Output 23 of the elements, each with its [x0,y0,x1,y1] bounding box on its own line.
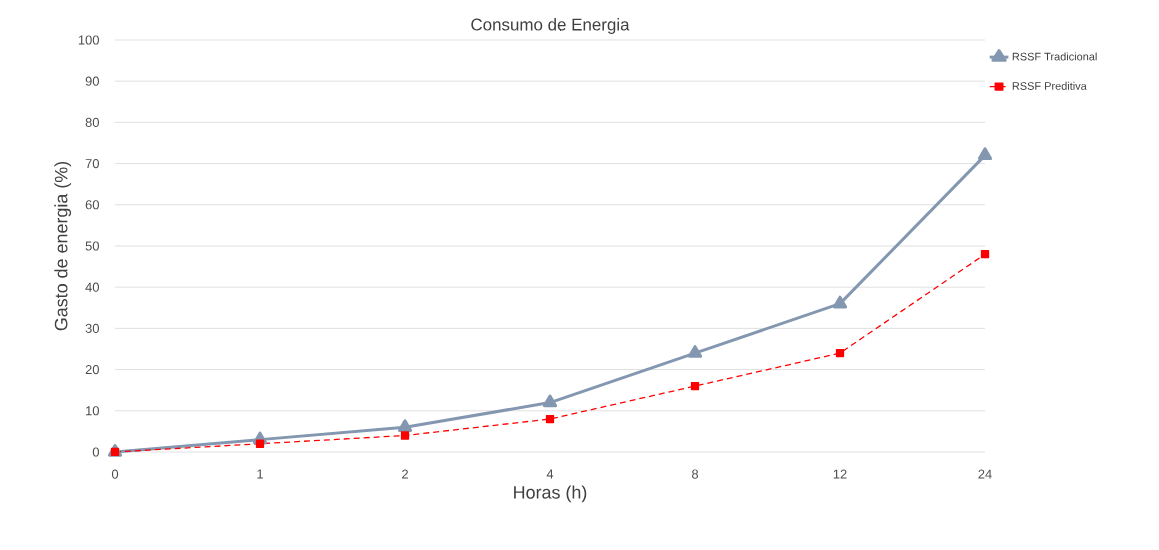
y-tick-label: 100 [78,35,99,45]
x-tick-label: 0 [111,469,119,479]
legend-label: RSSF Tradicional [1012,52,1097,61]
legend-label: RSSF Preditiva [1012,81,1087,90]
y-tick-label: 10 [86,406,99,416]
y-tick-label: 80 [85,117,99,127]
y-tick-label: 40 [85,282,99,292]
y-tick-label: 50 [85,241,99,251]
chart-title: Consumo de Energia [471,18,630,34]
x-axis-title: Horas (h) [514,485,587,503]
y-tick-label: 30 [85,323,99,333]
y-tick-label: 20 [85,365,99,375]
y-tick-label: 60 [85,200,99,210]
x-tick-label: 8 [691,469,699,479]
x-tick-label: 1 [257,469,263,479]
y-tick-label: 70 [85,159,99,169]
x-tick-label: 4 [546,469,554,479]
x-tick-label: 24 [978,469,992,479]
x-tick-label: 12 [833,469,847,479]
y-axis-title: Gasto de energia (%) [54,161,72,331]
y-tick-label: 0 [92,447,99,457]
x-tick-label: 2 [402,469,408,479]
y-tick-label: 90 [85,76,99,86]
